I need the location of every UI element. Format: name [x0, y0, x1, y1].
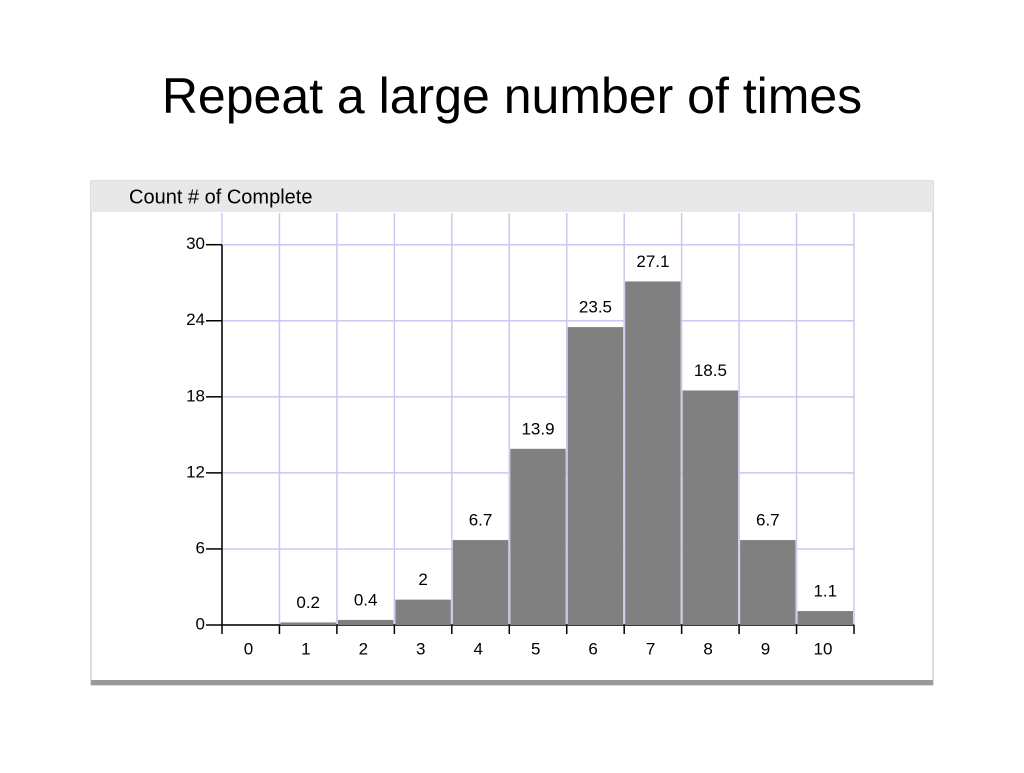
x-tick-label: 7 [646, 639, 655, 658]
data-label: 6.7 [756, 511, 780, 530]
y-tick-label: 30 [186, 234, 205, 253]
slide-title: Repeat a large number of times [162, 68, 862, 124]
bar [625, 281, 681, 625]
x-tick-label: 4 [474, 639, 483, 658]
data-label: 0.2 [296, 593, 320, 612]
data-label: 23.5 [579, 298, 612, 317]
bar [395, 599, 451, 625]
bar [452, 540, 509, 625]
data-label: 1.1 [813, 582, 837, 601]
data-label: 6.7 [469, 511, 493, 530]
bar [682, 390, 739, 625]
bar [740, 540, 796, 625]
y-tick-label: 18 [186, 386, 205, 405]
bar [797, 611, 853, 625]
x-tick-label: 2 [359, 639, 368, 658]
panel-bottom [91, 680, 933, 685]
data-label: 18.5 [694, 361, 727, 380]
data-label: 27.1 [636, 252, 669, 271]
data-label: 2 [418, 570, 427, 589]
x-tick-label: 3 [416, 639, 425, 658]
y-tick-label: 12 [186, 462, 205, 481]
x-tick-label: 8 [703, 639, 712, 658]
x-tick-label: 0 [244, 639, 253, 658]
bar [567, 327, 624, 625]
bar [337, 619, 394, 625]
y-tick-label: 0 [196, 614, 205, 633]
panel-header [91, 181, 933, 212]
x-tick-label: 10 [814, 639, 833, 658]
x-tick-label: 6 [588, 639, 597, 658]
x-tick-label: 9 [761, 639, 770, 658]
bar [510, 448, 566, 625]
x-tick-label: 5 [531, 639, 540, 658]
y-tick-label: 6 [196, 538, 205, 557]
chart-title: Count # of Complete [129, 186, 312, 208]
data-label: 13.9 [521, 419, 554, 438]
data-label: 0.4 [354, 590, 378, 609]
bar [280, 622, 336, 625]
y-tick-label: 24 [186, 310, 205, 329]
x-tick-label: 1 [301, 639, 310, 658]
